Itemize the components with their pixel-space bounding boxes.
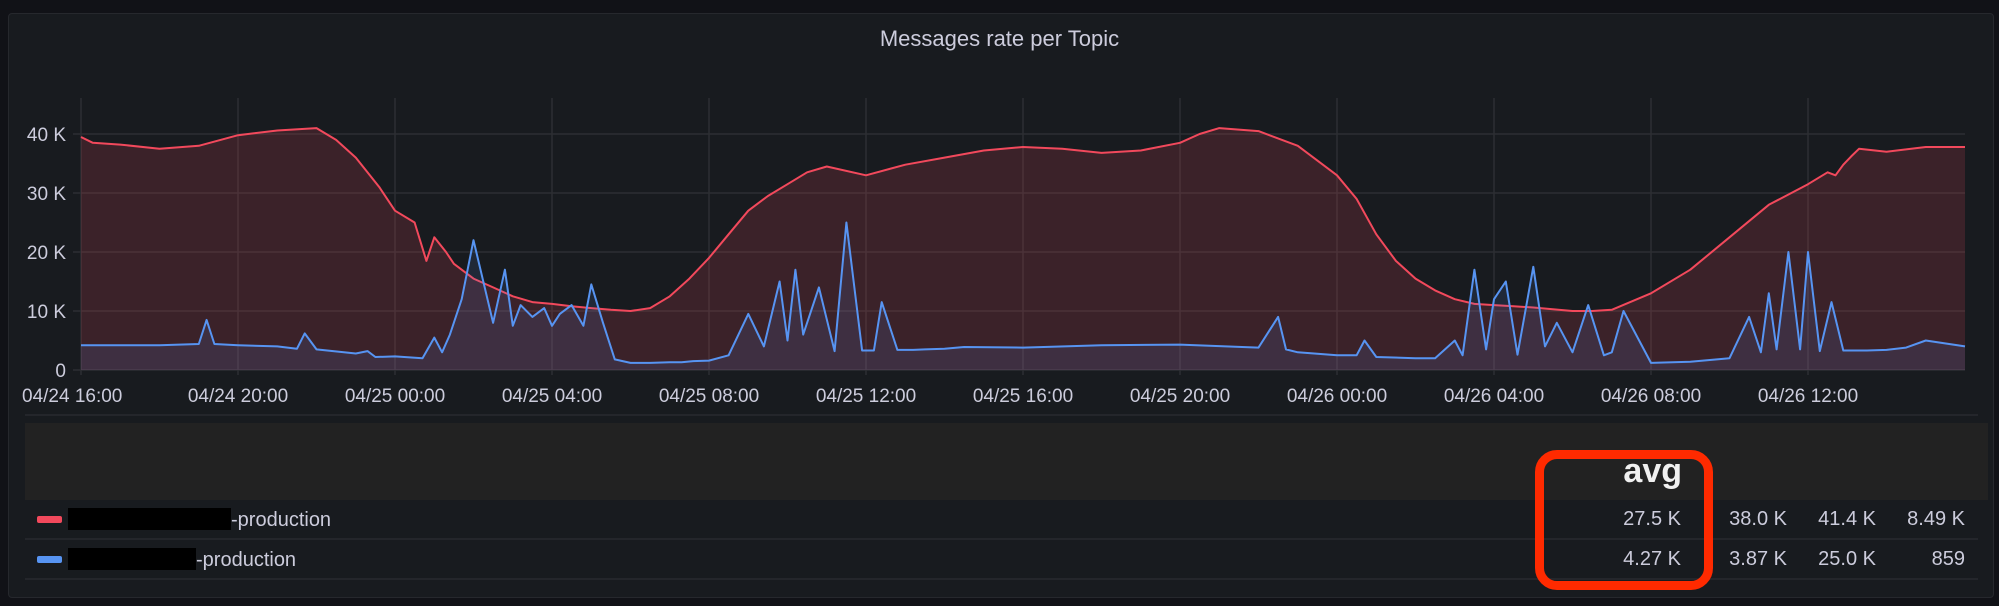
time-series-chart[interactable]: 0 10 K 20 K 30 K 40 K 04/24 16:00 04/24 20:00… <box>0 0 1999 420</box>
y-axis: 0 10 K 20 K 30 K 40 K <box>27 125 66 382</box>
series-color-swatch-blue[interactable] <box>37 556 62 563</box>
series-color-swatch-red[interactable] <box>37 516 62 523</box>
stat-col2: 3.87 K <box>1729 548 1787 570</box>
svg-text:30 K: 30 K <box>27 184 66 205</box>
svg-text:20 K: 20 K <box>27 243 66 264</box>
svg-text:0: 0 <box>55 361 66 382</box>
x-axis: 04/24 16:00 04/24 20:00 04/25 00:00 04/25 0… <box>22 386 1858 407</box>
stat-col3: 25.0 K <box>1818 548 1876 570</box>
stat-col4: 859 <box>1931 548 1965 570</box>
svg-text:04/24 20:00: 04/24 20:00 <box>188 386 288 407</box>
chart-series <box>80 127 1966 370</box>
svg-text:04/25 04:00: 04/25 04:00 <box>502 386 602 407</box>
svg-text:04/25 08:00: 04/25 08:00 <box>659 386 759 407</box>
stat-col3: 41.4 K <box>1818 508 1876 530</box>
stat-avg: 4.27 K <box>1623 548 1681 570</box>
stat-col4: 8.49 K <box>1907 508 1965 530</box>
legend-row[interactable]: -production 4.27 K 3.87 K 25.0 K 859 <box>25 540 1978 580</box>
series-name[interactable]: -production <box>68 548 296 572</box>
svg-text:04/25 20:00: 04/25 20:00 <box>1130 386 1230 407</box>
svg-text:04/25 00:00: 04/25 00:00 <box>345 386 445 407</box>
stat-avg: 27.5 K <box>1623 508 1681 530</box>
chart-grid <box>73 98 1965 375</box>
stat-col2: 38.0 K <box>1729 508 1787 530</box>
svg-text:10 K: 10 K <box>27 302 66 323</box>
avg-highlight-box <box>1535 450 1713 590</box>
svg-text:04/26 00:00: 04/26 00:00 <box>1287 386 1387 407</box>
svg-text:04/25 12:00: 04/25 12:00 <box>816 386 916 407</box>
svg-text:04/26 08:00: 04/26 08:00 <box>1601 386 1701 407</box>
redacted-text <box>68 548 196 570</box>
svg-text:04/26 04:00: 04/26 04:00 <box>1444 386 1544 407</box>
legend-row[interactable]: -production 27.5 K 38.0 K 41.4 K 8.49 K <box>25 500 1978 540</box>
redacted-text <box>68 508 231 530</box>
panel-title[interactable]: Messages rate per Topic <box>879 26 1120 51</box>
legend-divider <box>25 414 1978 416</box>
svg-text:04/24 16:00: 04/24 16:00 <box>22 386 122 407</box>
svg-text:04/26 12:00: 04/26 12:00 <box>1758 386 1858 407</box>
svg-text:04/25 16:00: 04/25 16:00 <box>973 386 1073 407</box>
legend-table-header <box>25 423 1988 500</box>
graph-panel <box>8 13 1994 598</box>
series-name[interactable]: -production <box>68 508 331 532</box>
svg-text:40 K: 40 K <box>27 125 66 146</box>
